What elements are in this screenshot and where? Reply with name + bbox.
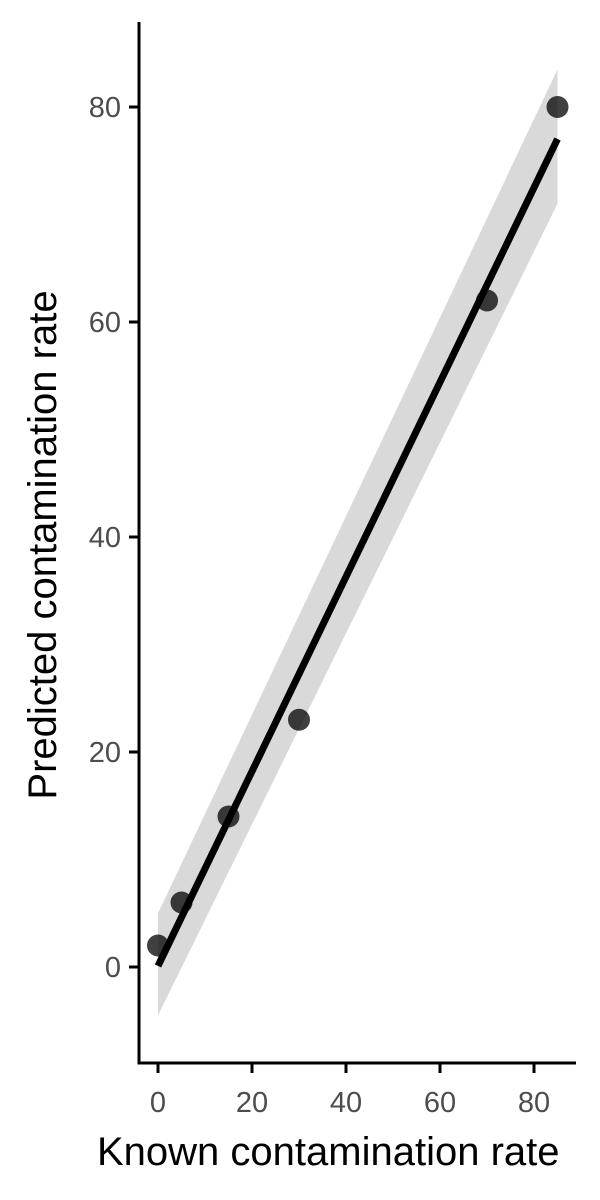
data-point [476, 289, 498, 312]
x-axis-title: Known contamination rate [97, 1130, 560, 1174]
data-point [288, 708, 310, 731]
y-tick-label: 0 [105, 952, 121, 984]
data-point [147, 934, 169, 957]
x-tick-label: 80 [518, 1087, 550, 1119]
y-tick-label: 80 [89, 92, 121, 124]
confidence-band-layer [158, 69, 558, 1016]
y-tick-label: 40 [89, 522, 121, 554]
x-tick-label: 60 [424, 1087, 456, 1119]
fit-line-layer [154, 137, 561, 968]
y-tick-label: 60 [89, 307, 121, 339]
y-tick-label: 20 [89, 737, 121, 769]
y-axis-title: Predicted contamination rate [21, 290, 65, 799]
data-point [217, 805, 240, 828]
x-tick-label: 20 [236, 1087, 268, 1119]
x-tick-label: 0 [150, 1087, 166, 1119]
x-tick-label: 40 [330, 1087, 362, 1119]
data-point [546, 96, 569, 118]
points-layer [147, 96, 569, 957]
confidence-band [158, 69, 558, 1016]
data-point [170, 891, 193, 914]
axes-layer: 0 20 40 60 80 0 20 40 60 80 [89, 22, 576, 1119]
fit-line [154, 137, 561, 968]
